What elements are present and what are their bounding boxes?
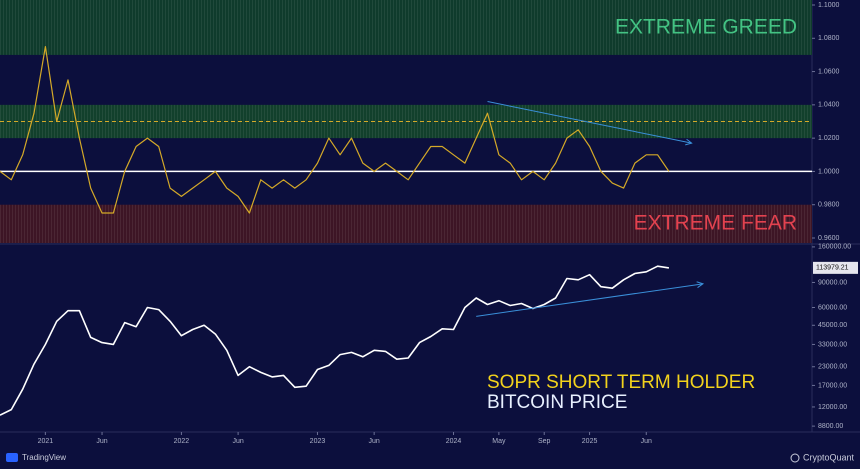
footer-right: CryptoQuant	[803, 452, 855, 462]
y-tick-label: 17000.00	[818, 382, 847, 389]
cq-logo	[790, 453, 800, 463]
legend-entry: BITCOIN PRICE	[487, 392, 627, 413]
x-tick-label: Jun	[96, 438, 107, 445]
y-tick-label: 160000.00	[818, 244, 851, 251]
y-tick-label: 1.0600	[818, 68, 840, 75]
y-tick-label: 1.0400	[818, 102, 840, 109]
zone-label: EXTREME FEAR	[634, 212, 797, 235]
x-tick-label: 2025	[582, 438, 598, 445]
y-tick-label: 12000.00	[818, 404, 847, 411]
tv-logo	[6, 453, 18, 462]
y-tick-label: 8800.00	[818, 423, 843, 430]
y-tick-label: 1.0000	[818, 168, 840, 175]
x-tick-label: 2024	[446, 438, 462, 445]
x-tick-label: 2022	[174, 438, 190, 445]
y-tick-label: 1.0200	[818, 135, 840, 142]
y-tick-label: 0.9800	[818, 202, 840, 209]
series-line	[0, 46, 670, 214]
legend-entry: SOPR SHORT TERM HOLDER	[487, 372, 755, 393]
y-tick-label: 1.1000	[818, 2, 840, 9]
y-tick-label: 33000.00	[818, 341, 847, 348]
y-tick-label: 1.0800	[818, 35, 840, 42]
x-tick-label: 2023	[310, 438, 326, 445]
price-tag	[813, 261, 858, 274]
x-tick-label: Jun	[369, 438, 380, 445]
y-tick-label: 60000.00	[818, 304, 847, 311]
x-tick-label: Jun	[232, 438, 243, 445]
trendline	[476, 284, 703, 317]
series-line	[0, 265, 670, 416]
last-price-label: 113979.21	[816, 265, 849, 272]
x-tick-label: May	[492, 438, 506, 445]
x-tick-label: Jun	[641, 438, 652, 445]
zone-stripes	[0, 0, 812, 55]
zone-stripes	[0, 204, 812, 243]
zone-label: EXTREME GREED	[615, 16, 797, 39]
x-tick-label: 2021	[38, 438, 54, 445]
footer-left: TradingView	[22, 453, 66, 462]
y-tick-label: 45000.00	[818, 322, 847, 329]
y-tick-label: 0.9600	[818, 235, 840, 242]
x-tick-label: Sep	[538, 438, 551, 445]
trendline	[487, 101, 692, 144]
y-tick-label: 23000.00	[818, 364, 847, 371]
footer: TradingView CryptoQuant	[6, 452, 855, 463]
y-tick-label: 90000.00	[818, 279, 847, 286]
